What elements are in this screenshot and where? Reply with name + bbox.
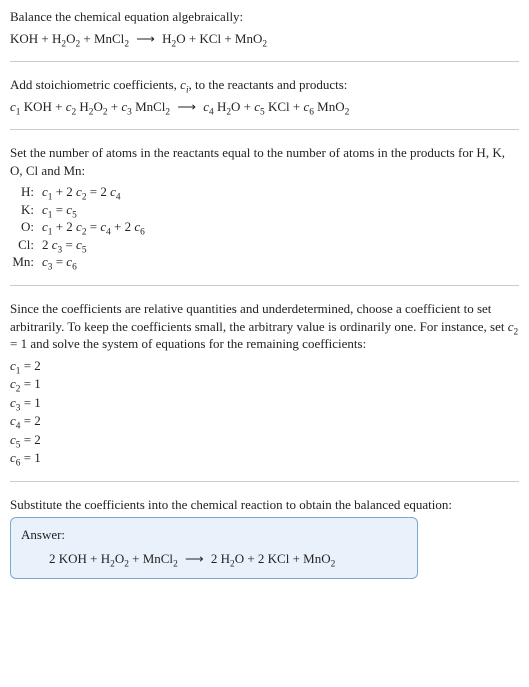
s3-prompt: Set the number of atoms in the reactants… xyxy=(10,144,519,179)
section-3: Set the number of atoms in the reactants… xyxy=(10,144,519,286)
coef-line: c2 = 1 xyxy=(10,375,519,393)
atom-row: O:c1 + 2 c2 = c4 + 2 c6 xyxy=(12,218,145,236)
atom-eq: c1 = c5 xyxy=(42,201,145,219)
atom-label: Mn: xyxy=(12,253,42,271)
coef-line: c4 = 2 xyxy=(10,412,519,430)
coef-list: c1 = 2c2 = 1c3 = 1c4 = 2c5 = 2c6 = 1 xyxy=(10,357,519,467)
s5-prompt: Substitute the coefficients into the che… xyxy=(10,496,519,514)
atom-eq: c3 = c6 xyxy=(42,253,145,271)
atom-label: Cl: xyxy=(12,236,42,254)
atom-row: H:c1 + 2 c2 = 2 c4 xyxy=(12,183,145,201)
answer-box: Answer: 2 KOH + H2O2 + MnCl2 ⟶ 2 H2O + 2… xyxy=(10,517,418,578)
atom-eq: 2 c3 = c5 xyxy=(42,236,145,254)
s2-equation: c1 KOH + c2 H2O2 + c3 MnCl2 ⟶ c4 H2O + c… xyxy=(10,98,519,116)
atom-label: O: xyxy=(12,218,42,236)
atom-row: Mn:c3 = c6 xyxy=(12,253,145,271)
atom-label: H: xyxy=(12,183,42,201)
answer-label: Answer: xyxy=(21,526,407,544)
answer-equation: 2 KOH + H2O2 + MnCl2 ⟶ 2 H2O + 2 KCl + M… xyxy=(21,550,407,568)
section-2: Add stoichiometric coefficients, ci, to … xyxy=(10,76,519,130)
coef-line: c5 = 2 xyxy=(10,431,519,449)
section-5: Substitute the coefficients into the che… xyxy=(10,496,519,585)
atom-eq: c1 + 2 c2 = c4 + 2 c6 xyxy=(42,218,145,236)
atom-equation-table: H:c1 + 2 c2 = 2 c4K:c1 = c5O:c1 + 2 c2 =… xyxy=(12,183,145,271)
coef-line: c6 = 1 xyxy=(10,449,519,467)
s1-prompt: Balance the chemical equation algebraica… xyxy=(10,8,519,26)
s1-equation: KOH + H2O2 + MnCl2 ⟶ H2O + KCl + MnO2 xyxy=(10,30,519,48)
s2-prompt: Add stoichiometric coefficients, ci, to … xyxy=(10,76,519,94)
atom-row: Cl:2 c3 = c5 xyxy=(12,236,145,254)
atom-label: K: xyxy=(12,201,42,219)
atom-eq: c1 + 2 c2 = 2 c4 xyxy=(42,183,145,201)
coef-line: c1 = 2 xyxy=(10,357,519,375)
section-1: Balance the chemical equation algebraica… xyxy=(10,8,519,62)
s4-prompt: Since the coefficients are relative quan… xyxy=(10,300,519,353)
atom-row: K:c1 = c5 xyxy=(12,201,145,219)
section-4: Since the coefficients are relative quan… xyxy=(10,300,519,482)
coef-line: c3 = 1 xyxy=(10,394,519,412)
